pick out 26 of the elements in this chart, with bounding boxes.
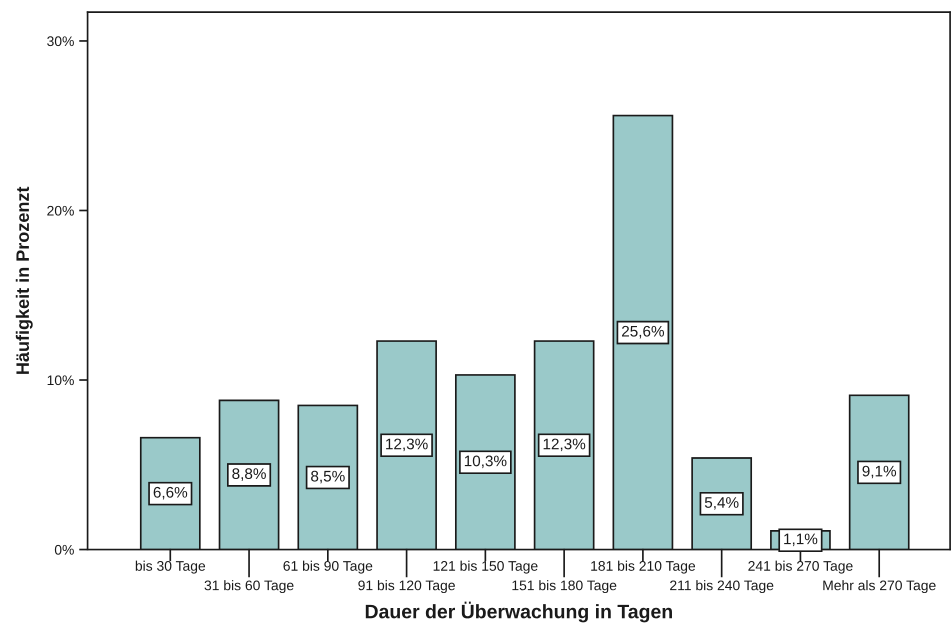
x-tick-label: 121 bis 150 Tage [434,560,538,574]
x-tick-label: 61 bis 90 Tage [283,560,372,574]
y-tick-label: 0% [54,544,74,555]
data-label: 8,5% [311,470,345,484]
y-tick-label: 30% [47,36,74,46]
y-tick-label: 20% [47,206,74,216]
x-axis-title: Dauer der Überwachung in Tagen [366,602,672,622]
data-label: 1,1% [784,534,818,546]
x-tick-label: Mehr als 270 Tage [823,580,936,594]
y-tick-label: 10% [48,375,74,386]
x-tick-label: 151 bis 180 Tage [512,580,616,594]
data-label: 8,8% [232,468,266,481]
x-tick-label: 241 bis 270 Tage [748,560,853,574]
x-tick-label: 91 bis 120 Tage [358,580,455,594]
x-tick-label: 181 bis 210 Tage [591,560,696,574]
data-label: 9,1% [862,466,896,478]
x-tick-label: 31 bis 60 Tage [204,580,294,594]
data-label: 25,6% [622,326,664,338]
data-label: 12,3% [386,438,428,452]
data-label: 6,6% [154,486,188,500]
data-label: 12,3% [544,438,586,452]
x-tick-label: 211 bis 240 Tage [670,580,774,594]
data-label: 10,3% [464,456,506,468]
y-axis-title: Häufigkeit in Prozenzt [16,186,33,374]
x-tick-label: bis 30 Tage [136,560,206,574]
data-label: 5,4% [704,497,739,510]
